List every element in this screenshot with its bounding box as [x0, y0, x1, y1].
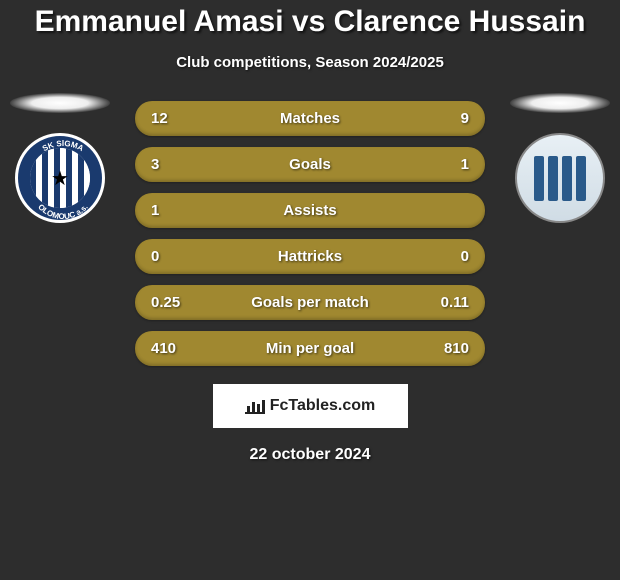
logo-bar-icon	[562, 156, 572, 201]
svg-text:SK SIGMA: SK SIGMA	[41, 139, 85, 153]
stat-label: Goals per match	[251, 294, 369, 311]
watermark-badge: FcTables.com	[213, 384, 408, 428]
left-player-column: ★ SK SIGMA OLOMOUC a.s.	[5, 93, 115, 223]
content-area: ★ SK SIGMA OLOMOUC a.s.	[0, 101, 620, 366]
stat-row-gpm: 0.25 Goals per match 0.11	[135, 285, 485, 320]
page-title: Emmanuel Amasi vs Clarence Hussain	[35, 5, 586, 39]
right-player-column	[505, 93, 615, 223]
stat-right-value: 9	[429, 110, 469, 127]
stat-left-value: 0	[151, 248, 191, 265]
stat-right-value: 810	[429, 340, 469, 357]
ellipse-highlight-left	[10, 93, 110, 113]
stat-label: Goals	[289, 156, 331, 173]
logo-bar-icon	[534, 156, 544, 201]
logo-bar-icon	[548, 156, 558, 201]
watermark-text: FcTables.com	[270, 397, 376, 415]
stat-row-assists: 1 Assists	[135, 193, 485, 228]
stat-left-value: 0.25	[151, 294, 191, 311]
stat-left-value: 3	[151, 156, 191, 173]
club-logo-right	[515, 133, 605, 223]
logo-right-bars	[534, 156, 586, 201]
svg-text:OLOMOUC a.s.: OLOMOUC a.s.	[36, 202, 90, 221]
logo-bar-icon	[576, 156, 586, 201]
chart-icon	[245, 398, 265, 414]
stats-table: 12 Matches 9 3 Goals 1 1 Assists 0 Hattr…	[135, 101, 485, 366]
stat-right-value: 0.11	[429, 294, 469, 311]
stat-row-mpg: 410 Min per goal 810	[135, 331, 485, 366]
stat-row-matches: 12 Matches 9	[135, 101, 485, 136]
stat-label: Min per goal	[266, 340, 354, 357]
stat-row-hattricks: 0 Hattricks 0	[135, 239, 485, 274]
stat-row-goals: 3 Goals 1	[135, 147, 485, 182]
club-logo-left: ★ SK SIGMA OLOMOUC a.s.	[15, 133, 105, 223]
main-container: Emmanuel Amasi vs Clarence Hussain Club …	[0, 0, 620, 580]
stat-label: Hattricks	[278, 248, 342, 265]
stat-left-value: 1	[151, 202, 191, 219]
ellipse-highlight-right	[510, 93, 610, 113]
stat-left-value: 12	[151, 110, 191, 127]
stat-right-value: 0	[429, 248, 469, 265]
stat-label: Assists	[283, 202, 336, 219]
stat-label: Matches	[280, 110, 340, 127]
date-label: 22 october 2024	[250, 446, 371, 464]
stat-right-value: 1	[429, 156, 469, 173]
stat-left-value: 410	[151, 340, 191, 357]
star-icon: ★	[51, 166, 69, 191]
subtitle: Club competitions, Season 2024/2025	[176, 54, 444, 71]
